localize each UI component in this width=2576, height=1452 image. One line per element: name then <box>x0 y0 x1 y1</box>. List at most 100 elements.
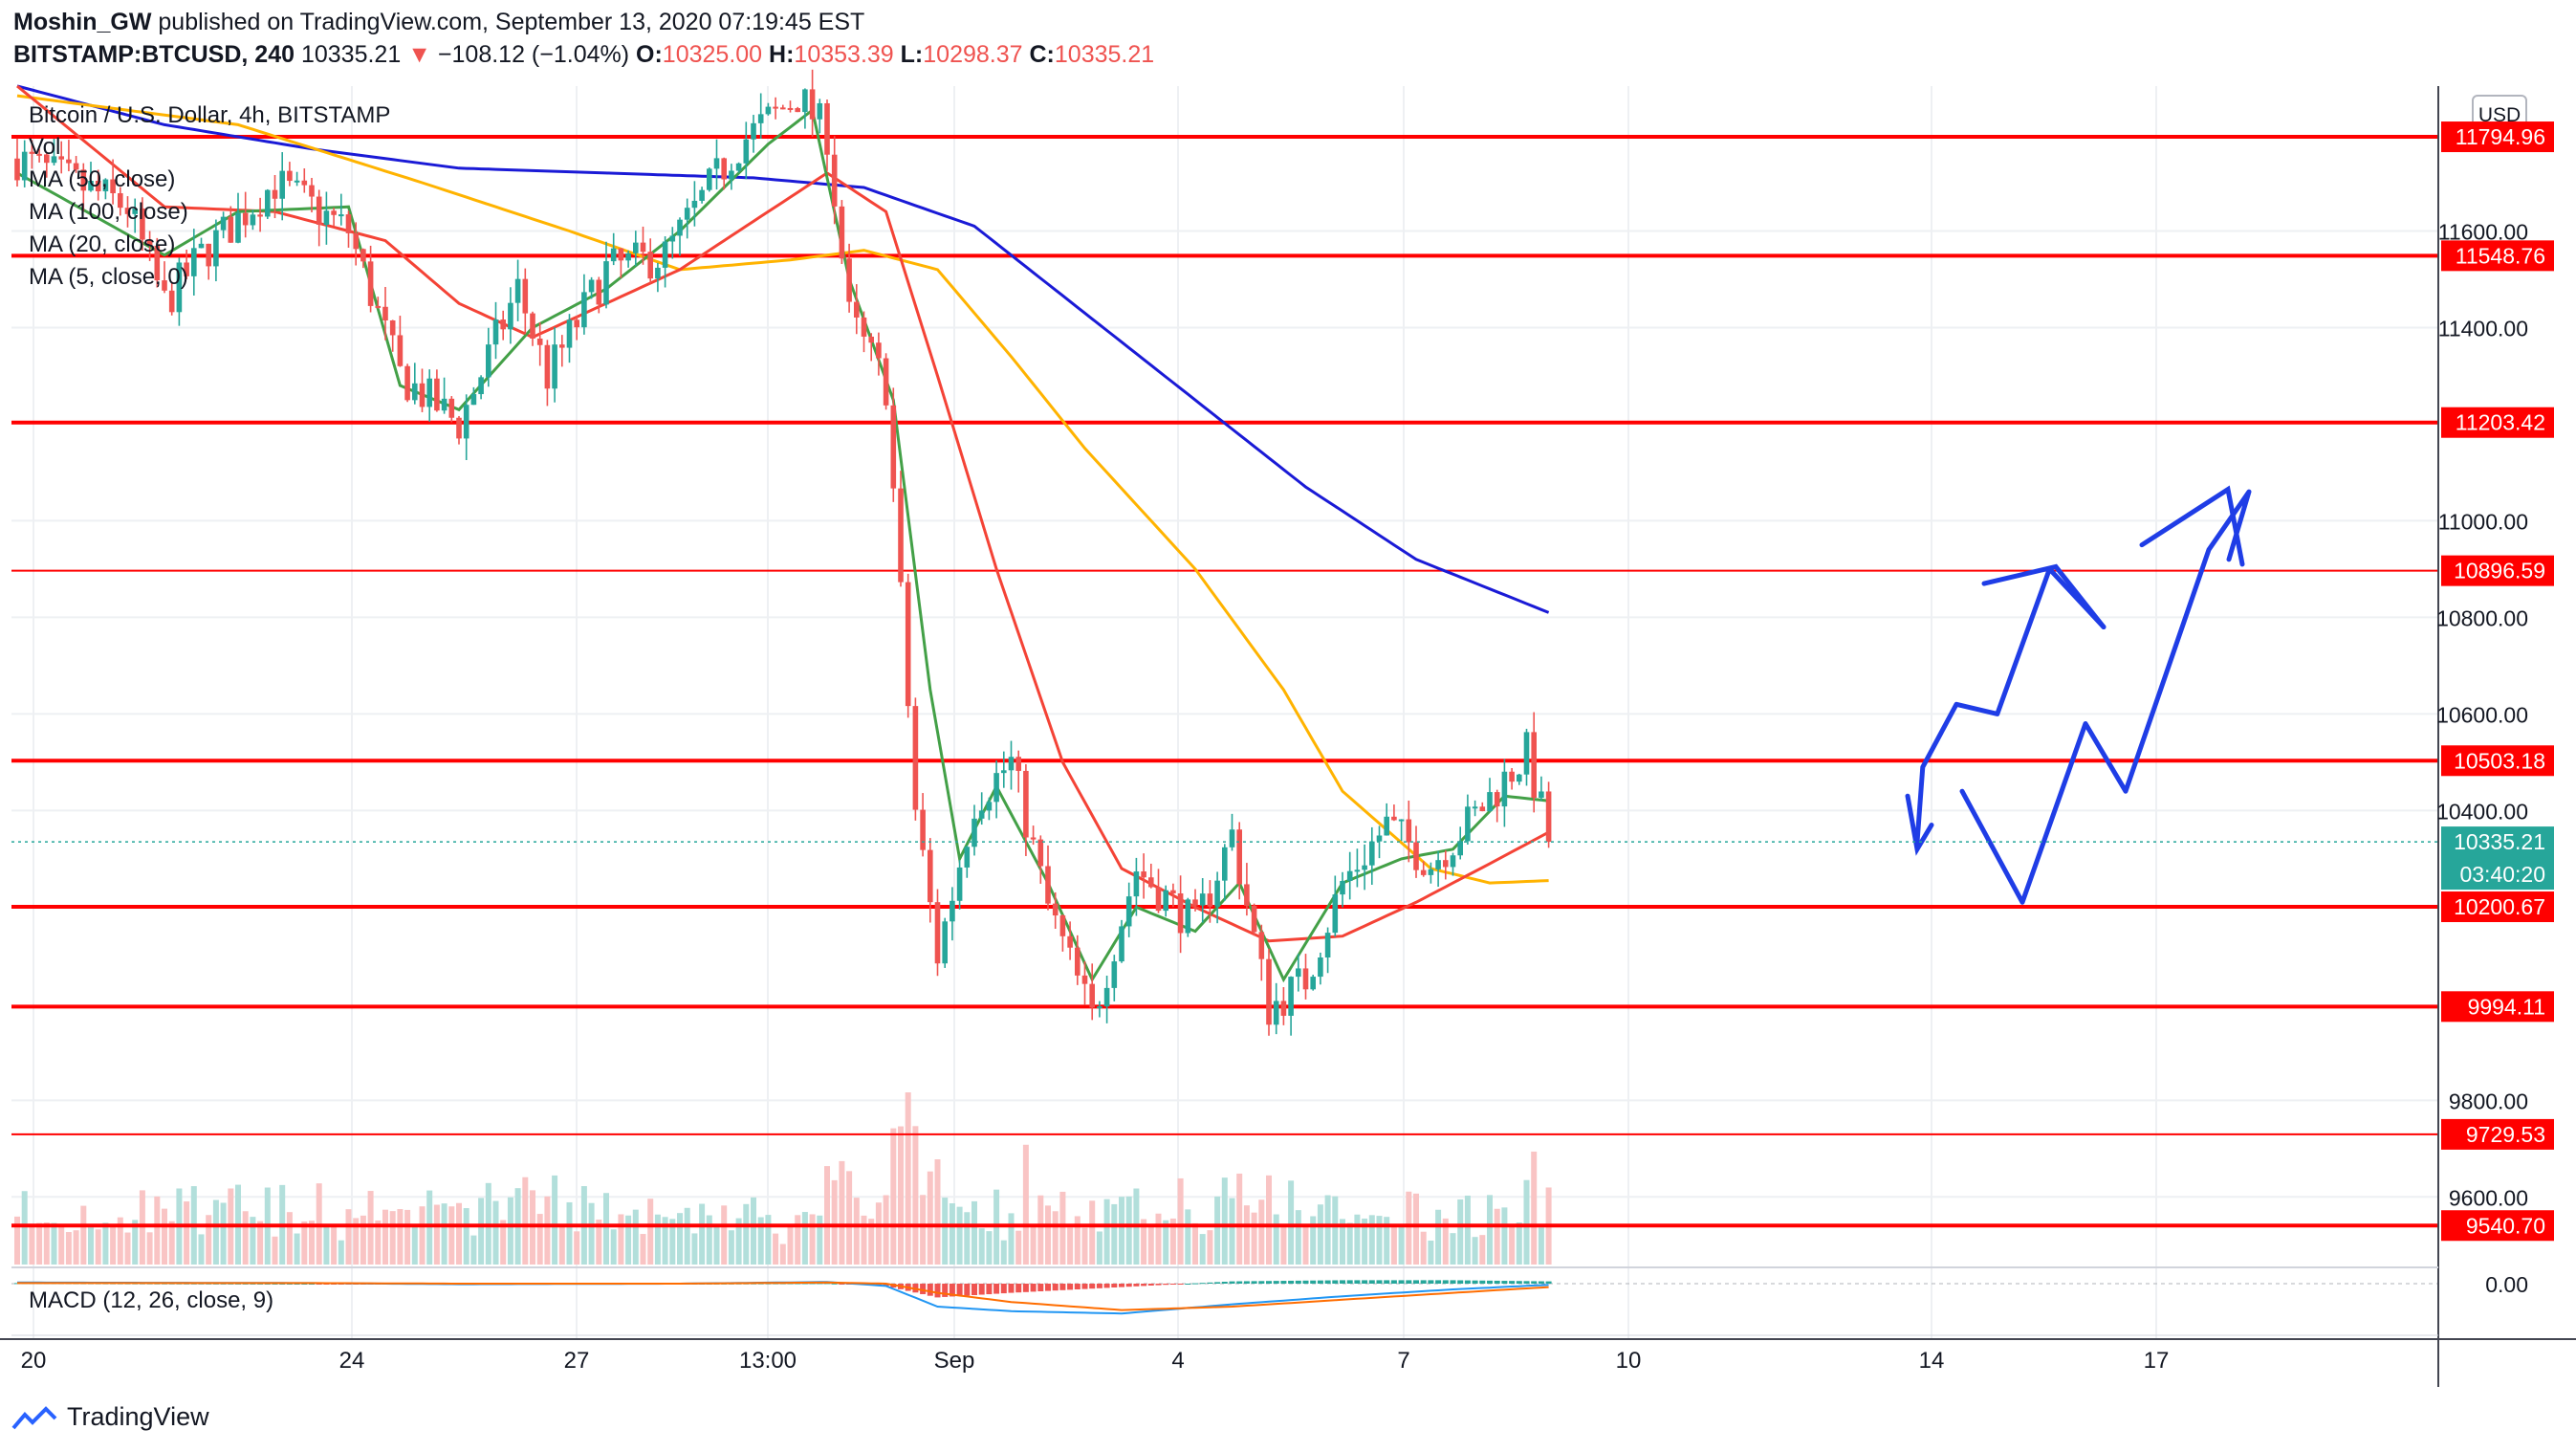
macd-histogram-bar <box>1509 1281 1516 1284</box>
volume-bar <box>1192 1222 1198 1265</box>
candle-body <box>1045 866 1051 904</box>
candle-body <box>331 210 337 215</box>
candle-body <box>1362 865 1367 870</box>
time-tick-label: Sep <box>934 1348 975 1374</box>
candle-body <box>691 200 698 209</box>
volume-bar <box>1155 1213 1162 1265</box>
candlesticks <box>14 69 1552 1036</box>
candle-body <box>463 405 469 439</box>
candle-body <box>707 168 712 190</box>
volume-bar <box>1538 1227 1544 1265</box>
volume-bar <box>1442 1218 1449 1265</box>
candle-body <box>1244 884 1250 906</box>
price-tick-label: 9800.00 <box>2449 1089 2528 1113</box>
macd-histogram-bar <box>1450 1280 1456 1284</box>
price-tick-label: 11000.00 <box>2438 509 2528 534</box>
candle-body <box>1494 792 1500 807</box>
volume-bar <box>212 1199 219 1265</box>
macd-zero-label: 0.00 <box>2485 1272 2528 1297</box>
volume-bar <box>640 1234 646 1265</box>
candle-body <box>809 89 816 120</box>
candle-body <box>426 378 432 407</box>
macd-histogram-bar <box>1147 1284 1154 1286</box>
volume-bar <box>574 1231 580 1265</box>
last-price: 10335.21 <box>300 41 402 68</box>
candle-body <box>721 158 727 180</box>
macd-histogram-bar <box>986 1284 993 1295</box>
macd-pane <box>11 1280 2438 1315</box>
volume-bar <box>1464 1195 1471 1265</box>
low-label: L: <box>900 41 924 68</box>
volume-bar <box>765 1215 772 1265</box>
volume-bar <box>58 1224 65 1265</box>
candle-body <box>552 344 557 389</box>
price-tags: 11794.96 11548.76 11203.42 10896.59 10503.18… <box>11 121 2554 1242</box>
macd-histogram-bar <box>1125 1284 1132 1287</box>
candle-body <box>1214 880 1220 907</box>
candle-body <box>220 216 227 231</box>
candle-body <box>735 163 742 171</box>
candle-body <box>898 488 904 583</box>
candle-body <box>956 867 963 901</box>
candle-body <box>198 243 205 249</box>
candle-body <box>1125 896 1132 927</box>
candle-body <box>124 208 131 214</box>
legend-title: Bitcoin / U.S. Dollar, 4h, BITSTAMP <box>29 102 390 128</box>
volume-bar <box>1037 1195 1044 1265</box>
candle-body <box>309 185 315 197</box>
volume-bar <box>51 1222 57 1265</box>
candle-body <box>1288 977 1294 1016</box>
volume-bar <box>375 1220 382 1265</box>
macd-histogram-bar <box>1545 1281 1552 1284</box>
candle-body <box>1015 757 1021 771</box>
candle-body <box>971 818 977 847</box>
macd-histogram-bar <box>1236 1281 1243 1284</box>
macd-histogram-bar <box>1384 1280 1390 1284</box>
candle-body <box>802 89 808 113</box>
candle-body <box>890 405 897 489</box>
candle-body <box>1089 983 1095 1008</box>
candle-body <box>1398 819 1405 822</box>
volume-bar <box>1324 1195 1331 1265</box>
level-tag-label: 10503.18 <box>2454 748 2545 773</box>
candle-body <box>633 242 639 253</box>
macd-histogram-bar <box>1420 1280 1427 1284</box>
candle-body <box>1340 880 1345 895</box>
volume-bar <box>1008 1213 1015 1265</box>
macd-histogram-bar <box>883 1284 889 1287</box>
candle-body <box>58 156 64 160</box>
volume-bar <box>795 1215 801 1265</box>
time-tick-label: 10 <box>1616 1348 1642 1374</box>
macd-histogram-bar <box>294 1283 300 1285</box>
candle-body <box>323 210 330 225</box>
volume-bar <box>301 1221 308 1265</box>
symbol-name[interactable]: BITSTAMP:BTCUSD, 240 <box>13 41 295 68</box>
candle-body <box>1531 732 1537 799</box>
macd-histogram-bar <box>1413 1280 1419 1284</box>
macd-histogram-bar <box>1398 1280 1405 1284</box>
candle-body <box>1501 771 1508 807</box>
author-name[interactable]: Moshin_GW <box>13 9 152 35</box>
volume-bar <box>1059 1191 1066 1265</box>
volume-bar <box>102 1222 109 1265</box>
macd-histogram-bar <box>1340 1280 1345 1284</box>
volume-bar <box>1125 1196 1132 1265</box>
volume-bar <box>29 1223 35 1265</box>
level-tag <box>2441 891 2554 923</box>
candle-body <box>787 107 794 110</box>
symbol-line: BITSTAMP:BTCUSD, 240 10335.21 ▼ −108.12 … <box>13 38 2557 71</box>
ma100-line <box>16 84 1550 614</box>
volume-bar <box>986 1231 993 1265</box>
open-value: 10325.00 <box>662 41 763 68</box>
legend-item: MA (20, close) <box>29 231 175 257</box>
macd-histogram-bar <box>1346 1280 1353 1284</box>
volume-bar <box>1413 1193 1419 1265</box>
candle-body <box>301 180 308 186</box>
volume-bar <box>566 1201 573 1265</box>
candle-body <box>397 335 404 366</box>
volume-bar <box>1479 1235 1486 1265</box>
candle-body <box>1229 829 1235 847</box>
footer-brand[interactable]: TradingView <box>67 1402 209 1431</box>
volume-bar <box>934 1159 941 1265</box>
